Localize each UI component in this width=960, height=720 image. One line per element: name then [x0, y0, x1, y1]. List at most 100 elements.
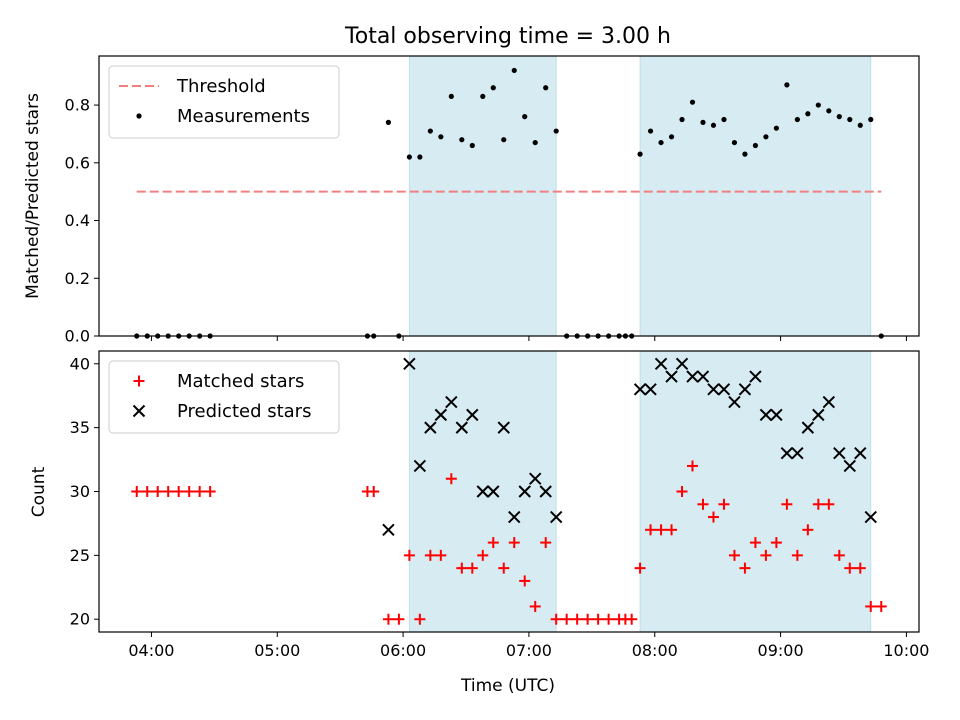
measurement-point [427, 128, 433, 134]
measurement-point [511, 67, 517, 74]
count-panel: 20 25 30 35 40 04:00 05:00 06:00 07:00 08:00 09:0… [29, 350, 929, 660]
predicted-point [812, 408, 825, 422]
x-axis-label: Time (UTC) [460, 676, 555, 696]
measurement-point [417, 154, 423, 160]
matched-point [676, 486, 688, 497]
x-tick-label: 05:00 [254, 641, 300, 660]
measurement-point [637, 151, 643, 157]
measurement-point [731, 139, 738, 146]
count-marks [131, 357, 887, 625]
y-axis-ticks: 20 25 30 35 40 [70, 354, 99, 629]
x-stroke [738, 383, 752, 396]
measurement-point [553, 128, 559, 134]
y-tick-label: 0.0 [65, 327, 90, 346]
y-tick-label: 0.2 [65, 269, 90, 288]
matched-point [844, 562, 856, 574]
measurement-point [710, 122, 717, 128]
matched-point [697, 498, 709, 510]
matched-point [477, 549, 489, 561]
x-stroke [707, 383, 720, 396]
matched-point [865, 600, 877, 612]
x-stroke [413, 459, 427, 473]
matched-point [854, 562, 866, 574]
measurement-point [721, 116, 727, 123]
matched-point [456, 562, 468, 574]
matched-point [445, 473, 457, 485]
matched-point [368, 486, 380, 497]
predicted-point [675, 357, 689, 370]
legend-measurement-swatch [136, 113, 142, 119]
predicted-point [644, 383, 657, 396]
predicted-point [696, 370, 710, 383]
predicted-point [508, 510, 521, 524]
x-stroke [833, 446, 846, 460]
measurement-point [847, 116, 853, 123]
measurement-point [490, 85, 496, 91]
matched-point [634, 562, 646, 574]
predicted-point [707, 383, 720, 396]
predicted-point [728, 395, 741, 409]
y-tick-label: 25 [70, 546, 90, 565]
measurement-point [406, 154, 412, 160]
measurement-point [805, 111, 811, 117]
matched-point [393, 613, 405, 625]
x-stroke [403, 357, 416, 370]
predicted-point [539, 485, 552, 498]
matched-point [749, 537, 761, 549]
measurement-point [826, 108, 832, 114]
predicted-point [434, 408, 448, 422]
x-stroke [822, 395, 836, 409]
predicted-point [780, 446, 794, 460]
measurement-point [469, 142, 475, 149]
predicted-point [654, 357, 668, 370]
measurement-point [752, 142, 759, 149]
matched-point [414, 613, 426, 625]
predicted-point [455, 421, 469, 434]
matched-point [162, 486, 174, 497]
measurement-point [689, 99, 696, 105]
y-tick-label: 0.8 [65, 96, 90, 115]
predicted-point [529, 472, 542, 485]
matched-point [403, 549, 415, 561]
x-stroke [518, 485, 531, 498]
measurement-point [763, 134, 769, 140]
observing-spans [408, 350, 872, 633]
matched-point [626, 613, 638, 625]
measurement-point [501, 137, 507, 143]
x-tick-label: 10:00 [883, 641, 929, 660]
predicted-point [770, 408, 783, 422]
x-stroke [675, 357, 689, 370]
predicted-point [497, 421, 510, 434]
matched-point [823, 498, 835, 510]
x-stroke [487, 485, 500, 498]
predicted-point [864, 510, 877, 524]
measurement-point [679, 116, 685, 123]
matched-point [592, 613, 604, 625]
predicted-point [833, 446, 846, 460]
x-stroke [382, 523, 395, 537]
x-stroke [791, 446, 804, 460]
y-tick-label: 40 [70, 354, 90, 373]
matched-point [582, 613, 594, 625]
x-stroke [644, 383, 657, 396]
y-tick-label: 0.6 [65, 153, 90, 172]
matched-point [655, 524, 667, 536]
matched-point [833, 549, 845, 561]
legend-predicted-swatch [132, 404, 146, 418]
measurement-point [794, 116, 800, 123]
measurement-point [815, 102, 821, 108]
matched-point [802, 524, 814, 536]
matched-point [498, 562, 510, 574]
predicted-point [759, 408, 773, 422]
measurement-point [480, 93, 486, 100]
x-stroke [780, 446, 794, 460]
matched-point [812, 498, 824, 510]
measurement-point [448, 93, 454, 100]
measurement-point [836, 114, 842, 120]
matched-point [875, 600, 887, 612]
legend-label: Predicted stars [177, 401, 311, 422]
measurement-point [668, 134, 675, 140]
matched-point [645, 524, 657, 536]
matched-point [141, 486, 153, 497]
